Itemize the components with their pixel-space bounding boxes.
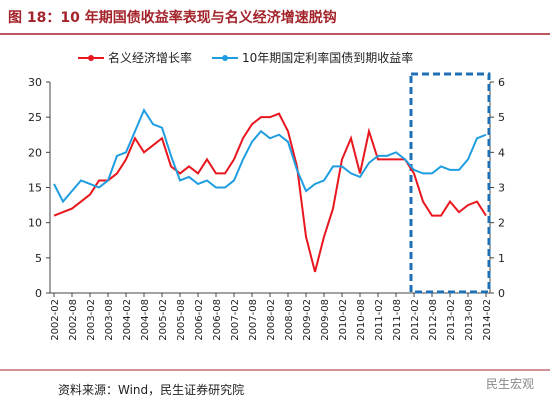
x-tick-label: 2014-02 xyxy=(482,299,493,341)
x-tick-label: 2013-02 xyxy=(446,299,457,341)
x-tick-label: 2002-02 xyxy=(50,299,61,341)
x-tick-label: 2007-02 xyxy=(230,299,241,341)
x-tick-label: 2009-08 xyxy=(320,299,331,341)
x-tick-label: 2012-02 xyxy=(410,299,421,341)
series-line xyxy=(53,112,487,273)
highlight-box xyxy=(409,72,491,294)
y2-tick-label: 5 xyxy=(498,111,505,124)
x-tick-label: 2008-02 xyxy=(266,299,277,341)
y-tick-label: 0 xyxy=(35,287,42,300)
x-tick-label: 2006-02 xyxy=(194,299,205,341)
y2-tick-label: 1 xyxy=(498,252,505,265)
y2-tick-label: 0 xyxy=(498,287,505,300)
x-tick-label: 2005-02 xyxy=(158,299,169,341)
x-tick-label: 2012-08 xyxy=(428,299,439,341)
x-tick-label: 2006-08 xyxy=(212,299,223,341)
x-tick-label: 2011-08 xyxy=(392,299,403,341)
legend-label: 名义经济增长率 xyxy=(108,50,192,65)
watermark: 民生宏观 xyxy=(486,376,534,391)
x-tick-label: 2010-08 xyxy=(356,299,367,341)
x-tick-label: 2004-02 xyxy=(122,299,133,341)
series-line xyxy=(53,108,487,204)
x-tick-label: 2005-08 xyxy=(176,299,187,341)
y-tick-label: 15 xyxy=(28,182,42,195)
y-tick-label: 20 xyxy=(28,146,42,159)
y-tick-label: 25 xyxy=(28,111,42,124)
x-tick-label: 2007-08 xyxy=(248,299,259,341)
y-tick-label: 5 xyxy=(35,252,42,265)
x-tick-label: 2004-08 xyxy=(140,299,151,341)
x-tick-label: 2003-08 xyxy=(104,299,115,341)
x-tick-label: 2011-02 xyxy=(374,299,385,341)
x-tick-label: 2003-02 xyxy=(86,299,97,341)
y2-tick-label: 4 xyxy=(498,146,505,159)
x-tick-label: 2008-08 xyxy=(284,299,295,341)
x-tick-label: 2013-08 xyxy=(464,299,475,341)
x-tick-label: 2009-02 xyxy=(302,299,313,341)
y-tick-label: 30 xyxy=(28,76,42,89)
y2-tick-label: 6 xyxy=(498,76,505,89)
x-tick-label: 2002-08 xyxy=(68,299,79,341)
x-tick-label: 2010-02 xyxy=(338,299,349,341)
y2-tick-label: 2 xyxy=(498,217,505,230)
legend-marker xyxy=(222,55,229,61)
y-tick-label: 10 xyxy=(28,217,42,230)
legend-label: 10年期国定利率国债到期收益率 xyxy=(242,50,413,65)
source-note: 资料来源：Wind，民生证券研究院 xyxy=(58,382,244,397)
chart-title: 图 18：10 年期国债收益率表现与名义经济增速脱钩 xyxy=(8,9,337,26)
y2-tick-label: 3 xyxy=(498,182,505,195)
legend-marker xyxy=(88,55,94,61)
